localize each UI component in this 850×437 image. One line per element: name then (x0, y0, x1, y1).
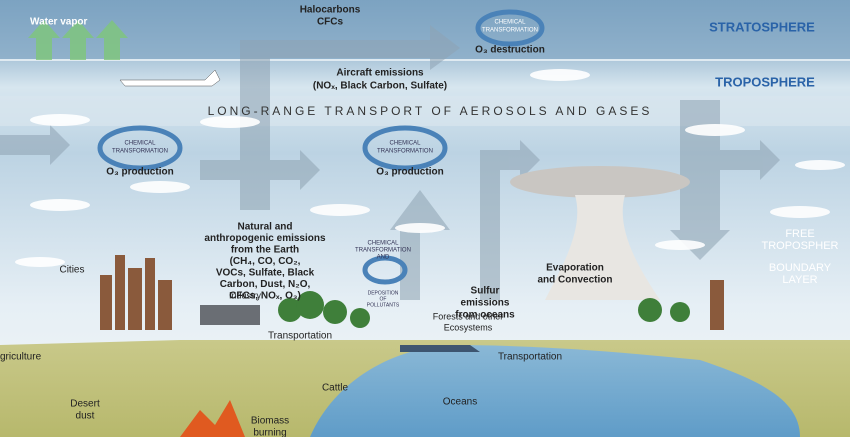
label: FREE (785, 228, 814, 240)
label: from the Earth (231, 245, 299, 256)
label: LONG-RANGE TRANSPORT OF AEROSOLS AND GAS… (208, 104, 653, 118)
label: POLLUTANTS (367, 302, 400, 308)
label: O₃ production (376, 167, 443, 178)
label: LAYER (782, 274, 817, 286)
label: dust (76, 411, 95, 422)
label: CFCs (317, 17, 344, 28)
diagram: Water vaporHalocarbonsCFCsCHEMICALTRANSF… (0, 0, 850, 437)
label: AND (377, 255, 390, 261)
label: Aircraft emissions (336, 68, 424, 79)
label: Transportation (268, 331, 332, 342)
label: Cities (59, 265, 84, 276)
label: Natural and (237, 222, 292, 233)
label: Water vapor (30, 17, 88, 28)
label: CHEMICAL (124, 141, 156, 147)
label: Evaporation (546, 263, 604, 274)
label: CHEMICAL (389, 141, 421, 147)
label: TRANSFORMATION (112, 149, 168, 155)
label: TROPOSPHER (761, 240, 838, 252)
label: TRANSFORMATION (377, 149, 433, 155)
label: burning (253, 428, 286, 437)
label: Ecosystems (444, 322, 493, 332)
label: TRANSFORMATION (482, 28, 538, 34)
label: O₃ destruction (475, 45, 545, 56)
label: Desert (70, 399, 100, 410)
label: Sulfur (471, 286, 500, 297)
label: TRANSFORMATION (355, 248, 411, 254)
label: (NOₓ, Black Carbon, Sulfate) (313, 81, 447, 92)
label: Industry (229, 290, 262, 300)
label: and Convection (537, 275, 612, 286)
label: TROPOSPHERE (715, 74, 815, 89)
label: VOCs, Sulfate, Black (216, 268, 315, 279)
label: BOUNDARY (769, 262, 832, 274)
label: Halocarbons (300, 5, 361, 16)
label: anthropogenic emissions (204, 233, 326, 244)
label: griculture (0, 352, 42, 363)
label: CHEMICAL (494, 20, 526, 26)
label: (CH₄, CO, CO₂, (230, 256, 301, 267)
label: Oceans (443, 397, 477, 408)
label: STRATOSPHERE (709, 19, 815, 34)
label: Biomass (251, 416, 289, 427)
label: CHEMICAL (367, 241, 399, 247)
ground (0, 340, 850, 437)
label: emissions (461, 298, 510, 309)
label: Transportation (498, 352, 562, 363)
label: Forests and other (433, 311, 504, 321)
label: Carbon, Dust, N₂O, (220, 279, 311, 290)
label: O₃ production (106, 167, 173, 178)
label: Cattle (322, 383, 349, 394)
